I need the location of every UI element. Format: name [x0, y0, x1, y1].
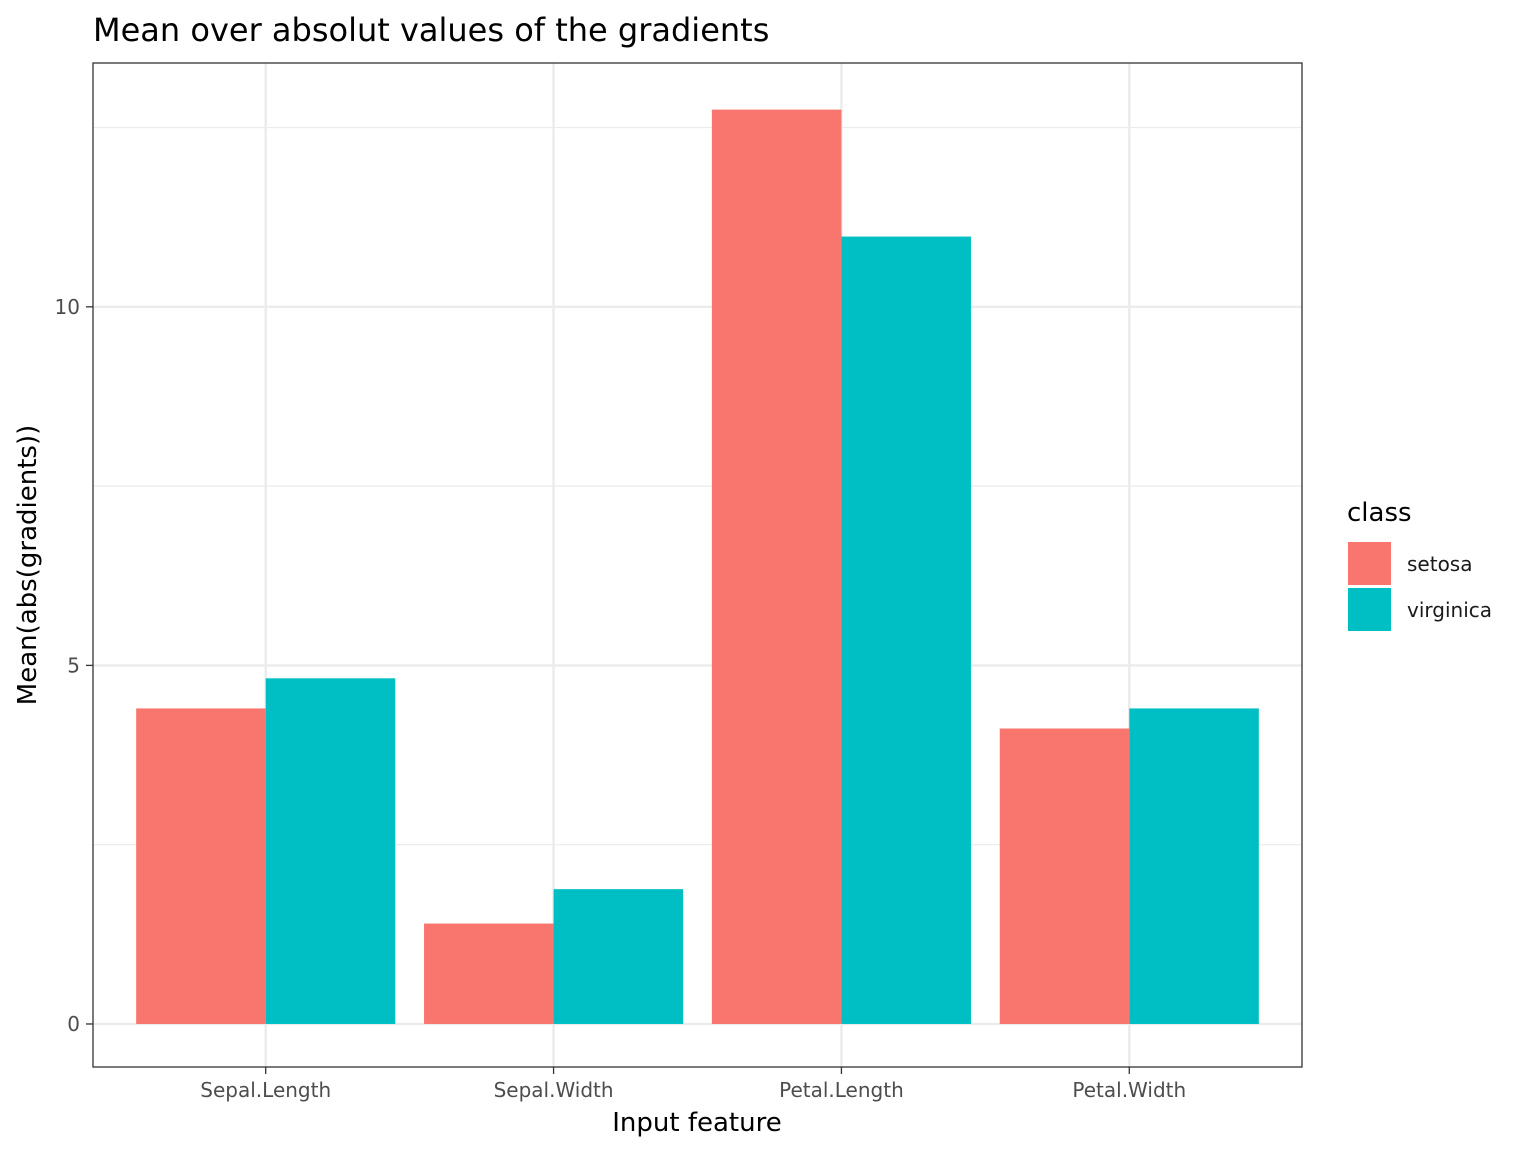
bar-setosa-petal-width — [999, 728, 1130, 1024]
bar-setosa-sepal-length — [136, 708, 266, 1024]
x-tick-label: Petal.Length — [779, 1078, 904, 1102]
plot-panel-border — [92, 62, 1303, 1068]
y-axis-title: Mean(abs(gradients)) — [13, 425, 43, 705]
bar-virginica-sepal-width — [553, 889, 684, 1024]
legend-label-virginica: virginica — [1407, 598, 1492, 622]
legend-key-setosa — [1348, 542, 1391, 585]
x-tick-label: Petal.Width — [1072, 1078, 1186, 1102]
bar-setosa-sepal-width — [424, 923, 554, 1024]
x-axis-title: Input feature — [612, 1108, 781, 1138]
bar-virginica-petal-width — [1129, 708, 1259, 1024]
y-tick-label: 0 — [67, 1012, 80, 1036]
legend: class setosa virginica — [1347, 498, 1492, 631]
legend-key-virginica — [1348, 588, 1391, 631]
y-tick-label: 5 — [67, 653, 80, 677]
x-tick-label: Sepal.Length — [200, 1078, 331, 1102]
x-axis: Sepal.Length Sepal.Width Petal.Length Petal… — [200, 1067, 1186, 1102]
bar-virginica-petal-length — [841, 236, 971, 1024]
x-tick-label: Sepal.Width — [494, 1078, 614, 1102]
bars — [136, 109, 1259, 1024]
legend-title: class — [1347, 498, 1412, 528]
y-tick-label: 10 — [55, 295, 80, 319]
chart-title: Mean over absolut values of the gradient… — [93, 11, 769, 49]
bar-setosa-petal-length — [711, 109, 842, 1024]
y-axis: 0 5 10 — [55, 295, 93, 1036]
legend-label-setosa: setosa — [1407, 552, 1472, 576]
bar-virginica-sepal-length — [265, 678, 396, 1024]
